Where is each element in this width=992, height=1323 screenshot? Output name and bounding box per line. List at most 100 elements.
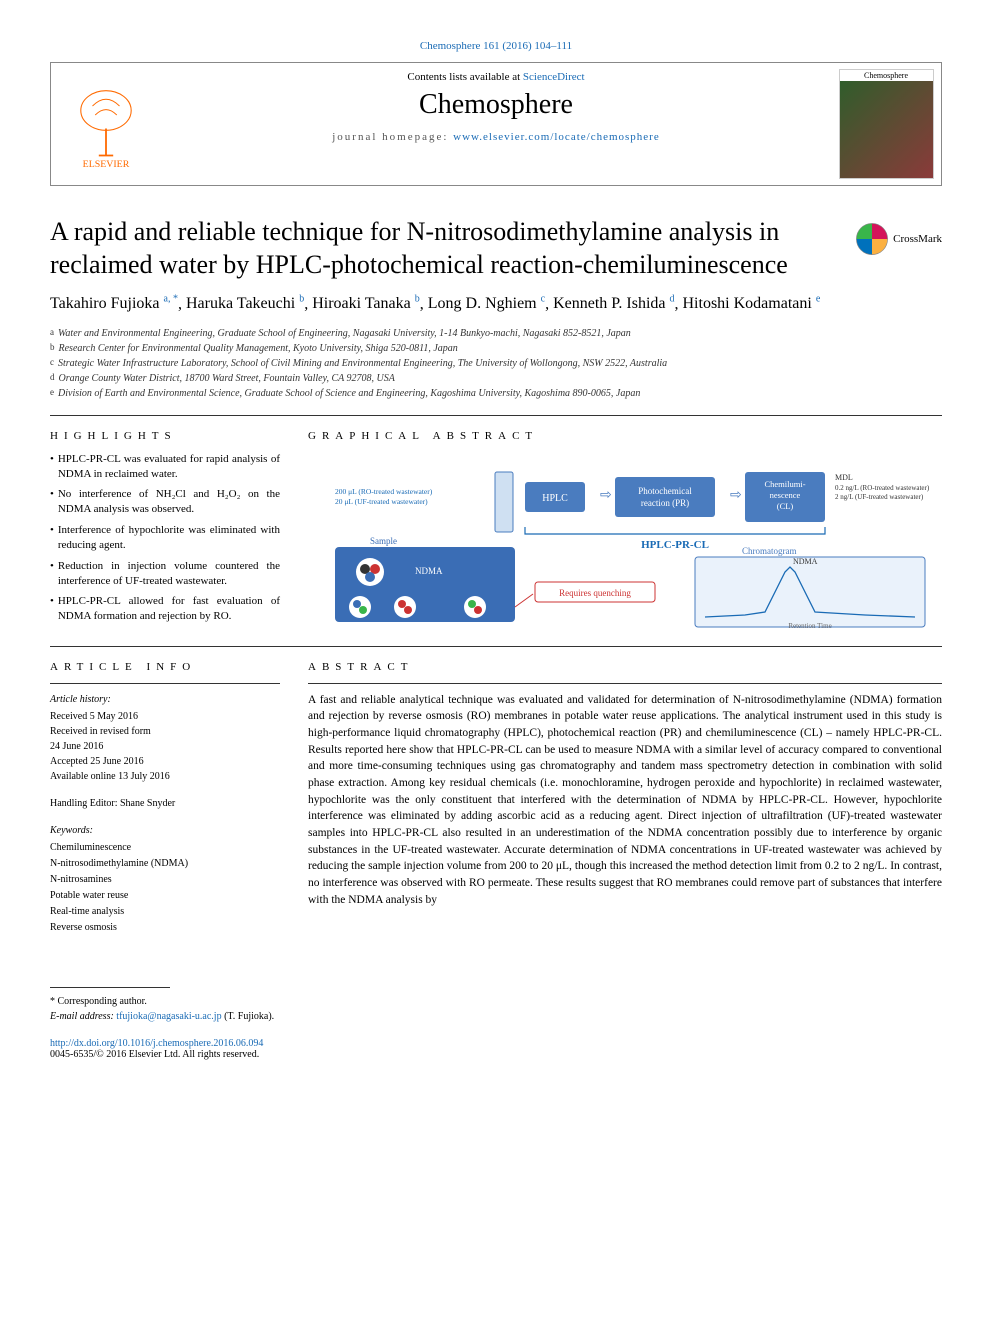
homepage-link[interactable]: www.elsevier.com/locate/chemosphere [453,131,660,143]
author: Hitoshi Kodamatani e [683,295,821,312]
highlight-item: Reduction in injection volume countered … [50,559,280,589]
author-affil-sup[interactable]: e [816,294,820,305]
author: Haruka Takeuchi b [186,295,304,312]
ga-mol-h2o2: H₂O₂ [397,621,414,630]
history-line: Available online 13 July 2016 [50,769,280,784]
keyword: N-nitrosodimethylamine (NDMA) [50,856,280,871]
abstract-text: A fast and reliable analytical technique… [308,692,942,909]
ga-peak-label: NDMA [793,557,818,566]
svg-text:⇨: ⇨ [730,488,742,503]
svg-text:ELSEVIER: ELSEVIER [83,159,130,169]
affiliation-row: d Orange County Water District, 18700 War… [50,371,942,386]
corr-label: * Corresponding author. [50,994,942,1009]
ga-xaxis: Retention Time [788,622,831,630]
rule-1 [50,415,942,416]
author: Hiroaki Tanaka b [312,295,420,312]
doi-block: http://dx.doi.org/10.1016/j.chemosphere.… [50,1038,942,1060]
svg-text:⇨: ⇨ [600,488,612,503]
author-affil-sup[interactable]: a, * [164,294,178,305]
rule-2 [50,646,942,647]
footnote-rule [50,987,170,988]
affil-sup: c [50,356,54,371]
homepage-label: journal homepage: [332,131,453,143]
journal-cover-thumbnail: Chemosphere [839,69,934,179]
ga-bracket-label: HPLC-PR-CL [641,539,709,551]
affiliation-row: e Division of Earth and Environmental Sci… [50,386,942,401]
handling-editor: Handling Editor: Shane Snyder [50,796,280,811]
ga-mdl-0: MDL [835,473,853,482]
affil-sup: e [50,386,54,401]
highlight-item: HPLC-PR-CL allowed for fast evaluation o… [50,594,280,624]
contents-prefix: Contents lists available at [407,71,522,83]
sciencedirect-link[interactable]: ScienceDirect [523,71,585,83]
affiliation-row: b Research Center for Environmental Quali… [50,341,942,356]
highlight-item: HPLC-PR-CL was evaluated for rapid analy… [50,452,280,482]
publisher-logo-cell: ELSEVIER [51,63,161,185]
ga-hplc-label: HPLC [542,493,568,504]
email-label: E-mail address: [50,1011,116,1022]
affil-text: Division of Earth and Environmental Scie… [58,386,640,401]
ga-mol-clo: ClO⁻ [465,621,483,630]
header-center: Contents lists available at ScienceDirec… [161,63,831,185]
corresponding-author: * Corresponding author. E-mail address: … [50,994,942,1024]
author-affil-sup[interactable]: d [670,294,675,305]
affil-text: Strategic Water Infrastructure Laborator… [58,356,667,371]
contents-line: Contents lists available at ScienceDirec… [161,71,831,83]
crossmark-text: CrossMark [893,233,942,245]
keyword: N-nitrosamines [50,872,280,887]
ga-mol-ndma: NDMA [415,566,443,576]
homepage-line: journal homepage: www.elsevier.com/locat… [161,131,831,143]
ga-mol-nh2cl: NH₂Cl [350,621,373,630]
ga-sample-vol-0: 200 μL (RO-treated wastewater) [335,487,433,496]
affiliation-row: a Water and Environmental Engineering, Gr… [50,326,942,341]
affil-text: Water and Environmental Engineering, Gra… [58,326,631,341]
abstract-heading: ABSTRACT [308,661,942,673]
author-affil-sup[interactable]: c [541,294,545,305]
author: Kenneth P. Ishida d [553,295,674,312]
graphical-abstract-heading: GRAPHICAL ABSTRACT [308,430,942,442]
ga-cl-label: Chemilumi- [764,479,805,489]
corr-author-paren: (T. Fujioka). [222,1011,275,1022]
affiliation-row: c Strategic Water Infrastructure Laborato… [50,356,942,371]
svg-text:nescence: nescence [770,490,801,500]
keyword: Reverse osmosis [50,920,280,935]
crossmark-badge[interactable]: CrossMark [855,222,942,256]
graphical-abstract-svg: HPLC ⇨ Photochemical reaction (PR) ⇨ Che… [308,452,942,632]
ga-sample-label: Sample [370,536,397,546]
article-info-block: Article history: Received 5 May 2016Rece… [50,692,280,935]
history-line: Received in revised form [50,724,280,739]
doi-link[interactable]: http://dx.doi.org/10.1016/j.chemosphere.… [50,1038,263,1049]
svg-text:reaction (PR): reaction (PR) [641,498,689,508]
top-citation-link[interactable]: Chemosphere 161 (2016) 104–111 [420,40,572,52]
affil-sup: b [50,341,55,356]
affil-sup: a [50,326,54,341]
history-line: 24 June 2016 [50,739,280,754]
article-title: A rapid and reliable technique for N-nit… [50,216,843,281]
cover-thumb-label: Chemosphere [840,70,933,81]
author: Takahiro Fujioka a, * [50,295,178,312]
ga-chromatogram-label: Chromatogram [742,546,797,556]
ga-sample-vol-1: 20 μL (UF-treated wastewater) [335,497,428,506]
article-info-heading: ARTICLE INFO [50,661,280,673]
highlight-item: Interference of hypochlorite was elimina… [50,523,280,553]
author-affil-sup[interactable]: b [299,294,304,305]
corr-email-link[interactable]: tfujioka@nagasaki-u.ac.jp [116,1011,221,1022]
keyword: Real-time analysis [50,904,280,919]
authors-line: Takahiro Fujioka a, *, Haruka Takeuchi b… [50,293,942,316]
author-affil-sup[interactable]: b [415,294,420,305]
ga-pr-label: Photochemical [638,486,692,496]
highlights-heading: HIGHLIGHTS [50,430,280,442]
svg-text:(CL): (CL) [777,501,794,511]
ga-quench-label: Requires quenching [559,588,631,598]
affil-text: Research Center for Environmental Qualit… [59,341,458,356]
affiliations: a Water and Environmental Engineering, Gr… [50,326,942,401]
history-line: Accepted 25 June 2016 [50,754,280,769]
author: Long D. Nghiem c [428,295,545,312]
affil-sup: d [50,371,55,386]
affil-text: Orange County Water District, 18700 Ward… [59,371,395,386]
journal-name: Chemosphere [161,89,831,121]
keyword: Potable water reuse [50,888,280,903]
top-citation: Chemosphere 161 (2016) 104–111 [50,40,942,52]
issn-copyright: 0045-6535/© 2016 Elsevier Ltd. All right… [50,1049,942,1060]
ga-mdl-2: 2 ng/L (UF-treated wastewater) [835,493,924,501]
